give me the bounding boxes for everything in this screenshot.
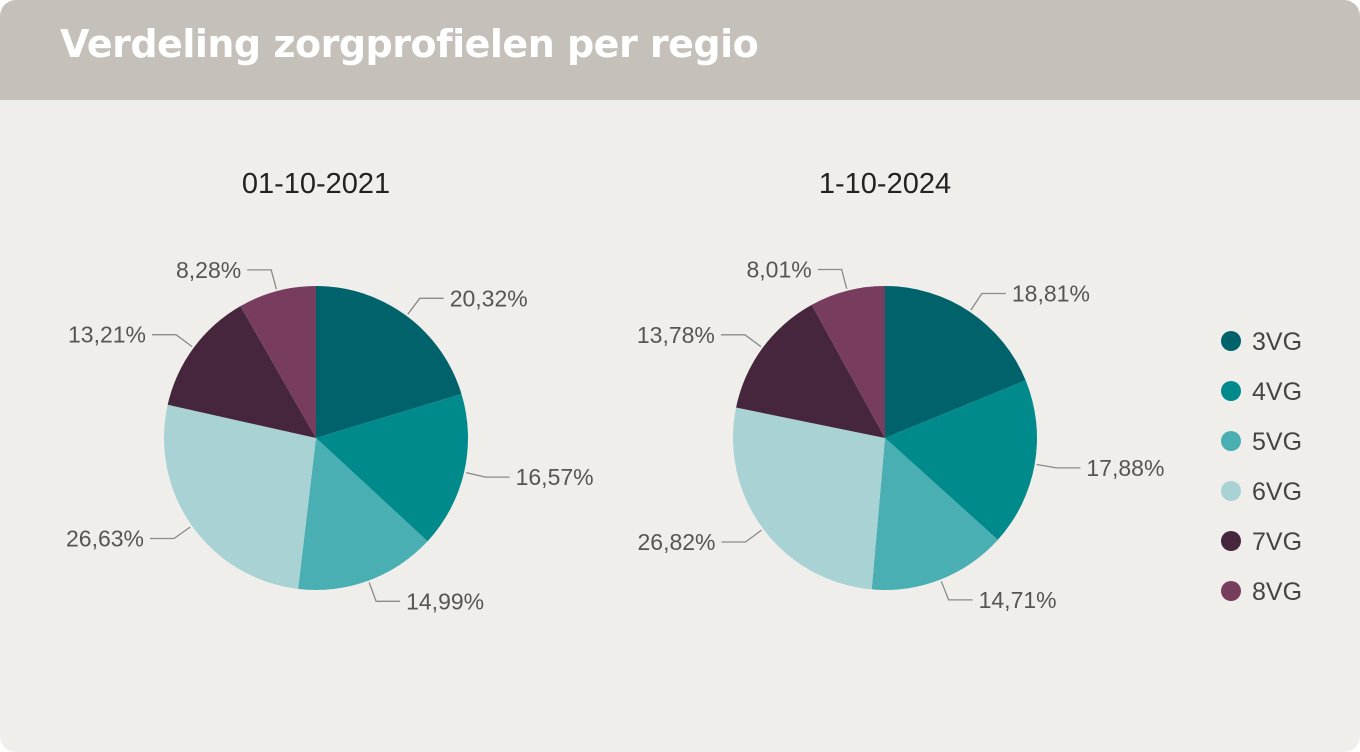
legend-label-6vg: 6VG <box>1252 478 1302 506</box>
data-label-6vg: 26,63% <box>66 526 144 552</box>
pie-slice-5vg <box>298 438 428 590</box>
legend-label-3vg: 3VG <box>1252 328 1302 356</box>
data-label-4vg: 16,57% <box>516 464 594 490</box>
pie-slice-4vg <box>885 380 1037 540</box>
legend-label-7vg: 7VG <box>1252 528 1302 556</box>
legend-label-4vg: 4VG <box>1252 378 1302 406</box>
leader-line <box>368 582 401 602</box>
legend-swatch-4vg <box>1221 381 1241 401</box>
header-bar: Verdeling zorgprofielen per regio <box>0 0 1360 100</box>
data-label-4vg: 17,88% <box>1086 455 1164 481</box>
legend-label-8vg: 8VG <box>1252 578 1302 606</box>
data-label-5vg: 14,99% <box>406 588 484 614</box>
leader-line <box>970 292 1006 311</box>
legend-swatch-5vg <box>1221 431 1241 451</box>
pie-slice-8vg <box>811 286 885 438</box>
leader-line <box>150 526 191 540</box>
leader-line <box>152 334 193 348</box>
data-label-5vg: 14,71% <box>979 587 1057 613</box>
leader-line <box>817 268 848 289</box>
pie-slice-6vg <box>733 407 885 590</box>
pie-slice-7vg <box>167 306 316 438</box>
data-label-3vg: 20,32% <box>450 285 528 311</box>
pie-slice-3vg <box>316 286 462 438</box>
legend: 3VG 4VG 5VG 6VG 7VG 8VG <box>1221 328 1302 606</box>
legend-swatch-7vg <box>1221 531 1241 551</box>
page-title: Verdeling zorgprofielen per regio <box>60 22 759 66</box>
leader-line <box>940 581 973 601</box>
data-label-8vg: 8,28% <box>176 257 241 283</box>
leader-line <box>465 471 510 478</box>
leader-line <box>1036 463 1081 469</box>
legend-swatch-3vg <box>1221 331 1241 351</box>
leader-line <box>407 297 444 315</box>
pie-title: 1-10-2024 <box>819 168 951 200</box>
legend-swatch-6vg <box>1221 481 1241 501</box>
leader-line <box>247 269 278 290</box>
pie-slice-6vg <box>163 404 316 589</box>
pie-slice-3vg <box>885 286 1026 438</box>
leader-line <box>720 334 762 348</box>
data-label-7vg: 13,78% <box>637 322 715 348</box>
leader-line <box>721 529 762 543</box>
data-label-6vg: 26,82% <box>637 529 715 555</box>
legend-label-5vg: 5VG <box>1252 428 1302 456</box>
pie-slice-4vg <box>316 393 469 542</box>
pie-slice-7vg <box>736 304 885 438</box>
pie-title: 01-10-2021 <box>242 168 390 200</box>
data-label-8vg: 8,01% <box>746 257 811 283</box>
data-label-7vg: 13,21% <box>68 322 146 348</box>
pie-slice-5vg <box>871 438 998 591</box>
pie-chart-2: 1-10-2024 18,81% 17,88% 14,71% 26,82% 13,78% 8… <box>637 168 1165 613</box>
data-label-3vg: 18,81% <box>1012 281 1090 307</box>
pie-slice-8vg <box>240 286 316 438</box>
pie-charts: 01-10-2021 20,32% 16,57% 14,99% 26,63% 13,21%… <box>66 168 1302 614</box>
pie-chart-1: 01-10-2021 20,32% 16,57% 14,99% 26,63% 13,21%… <box>66 168 594 614</box>
legend-swatch-8vg <box>1221 581 1241 601</box>
